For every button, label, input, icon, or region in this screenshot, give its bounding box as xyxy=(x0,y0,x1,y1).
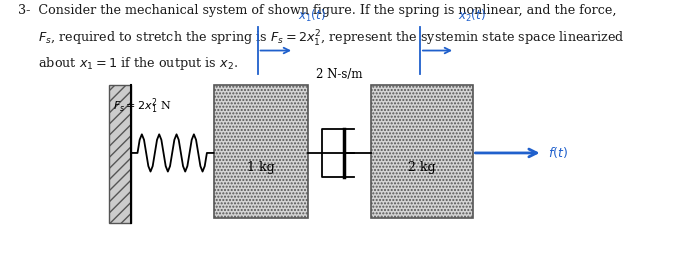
Text: $x_2(t)$: $x_2(t)$ xyxy=(458,8,486,24)
Text: 2 N-s/m: 2 N-s/m xyxy=(316,68,363,81)
Text: $F_s$, required to stretch the spring is $F_s = 2x_1^2$, represent the systemin : $F_s$, required to stretch the spring is… xyxy=(18,29,624,49)
Text: about $x_1 = 1$ if the output is $x_2$.: about $x_1 = 1$ if the output is $x_2$. xyxy=(18,55,237,72)
Text: 1 kg: 1 kg xyxy=(247,161,274,174)
Bar xyxy=(108,85,131,223)
Text: $x_1(t)$: $x_1(t)$ xyxy=(298,8,325,24)
Text: $f(t)$: $f(t)$ xyxy=(548,146,568,160)
Text: 2 kg: 2 kg xyxy=(408,161,435,174)
Bar xyxy=(371,85,472,218)
Bar xyxy=(214,85,308,218)
Text: 3-  Consider the mechanical system of shown figure. If the spring is nonlinear, : 3- Consider the mechanical system of sho… xyxy=(18,4,616,17)
Text: $F_s = 2x_1^2$ N: $F_s = 2x_1^2$ N xyxy=(113,97,172,116)
